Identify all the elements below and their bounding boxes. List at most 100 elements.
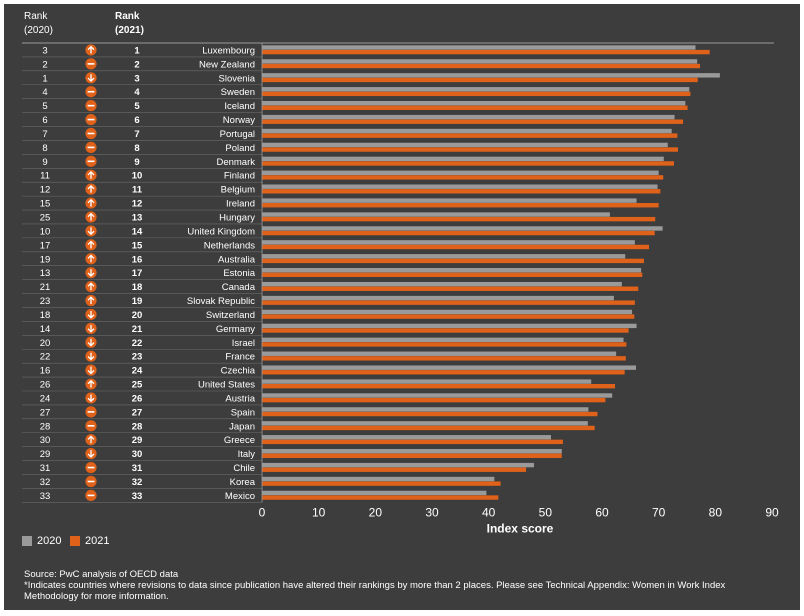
x-tick-label: 0 [259, 505, 266, 519]
rank-2020-cell: 28 [40, 421, 51, 432]
bar-2020 [262, 240, 635, 245]
bar-2020 [262, 73, 720, 78]
bar-2020 [262, 212, 610, 217]
bar-2021 [262, 453, 562, 458]
arrow-up-glyph [87, 184, 95, 193]
country-label: Austria [225, 393, 255, 404]
country-label: Australia [218, 254, 256, 265]
bar-2020 [262, 295, 614, 301]
bar-2020 [262, 421, 588, 426]
legend-label-2020: 2020 [37, 535, 62, 547]
rank-2021-cell: 21 [132, 324, 143, 335]
rank-2021-cell: 11 [132, 185, 143, 196]
x-tick-label: 60 [595, 505, 609, 519]
bar-2021 [262, 133, 678, 138]
country-label: Slovak Republic [187, 296, 255, 307]
rank-2020-cell: 6 [42, 115, 47, 126]
rank-2021-header-line1: Rank [115, 11, 140, 22]
country-label: Israel [232, 338, 255, 349]
x-tick-label: 10 [312, 505, 326, 519]
rank-2020-cell: 31 [40, 463, 51, 474]
country-label: France [225, 352, 255, 363]
bar-2021 [262, 244, 650, 250]
country-label: Japan [229, 421, 255, 432]
bar-2021 [262, 356, 626, 361]
arrow-down-glyph [87, 352, 95, 361]
bar-2020 [262, 379, 592, 384]
bar-2020 [262, 281, 622, 287]
rank-2021-cell: 12 [132, 199, 143, 210]
rank-2020-header-line2: (2020) [24, 25, 53, 36]
rank-2020-cell: 4 [42, 87, 47, 98]
bar-2020 [262, 323, 637, 329]
arrow-down-glyph [87, 227, 95, 236]
country-label: Iceland [224, 101, 255, 112]
rank-2021-cell: 17 [132, 268, 143, 279]
country-label: Belgium [221, 185, 255, 196]
bar-2020 [262, 337, 624, 343]
bar-2020 [262, 142, 668, 148]
rank-2021-header: Rank (2021) [115, 10, 144, 38]
arrow-up-glyph [87, 296, 95, 305]
rank-2021-cell: 20 [132, 310, 143, 321]
arrow-up-glyph [87, 198, 95, 207]
x-axis-title: Index score [487, 521, 554, 535]
bar-2020 [262, 184, 658, 189]
bar-2020 [262, 435, 551, 440]
rank-2021-cell: 26 [132, 393, 143, 404]
bar-2021 [262, 230, 655, 236]
rank-2021-cell: 31 [132, 463, 143, 474]
rank-2021-cell: 30 [132, 449, 143, 460]
country-label: Germany [216, 324, 255, 335]
arrow-up-glyph [87, 171, 95, 179]
rank-2021-cell: 27 [132, 407, 143, 418]
arrow-up-glyph [87, 45, 95, 54]
rank-2020-cell: 16 [40, 366, 51, 377]
rank-2021-cell: 6 [134, 115, 139, 126]
arrow-up-glyph [87, 435, 95, 444]
bar-2021 [262, 258, 644, 264]
country-label: Canada [222, 282, 256, 293]
bar-2020 [262, 114, 675, 120]
country-label: Finland [224, 171, 255, 182]
bar-2020 [262, 365, 636, 370]
arrow-up-glyph [87, 254, 95, 263]
country-label: Korea [230, 477, 256, 488]
bar-2020 [262, 254, 626, 259]
bar-2020 [262, 490, 487, 496]
rank-2021-header-line2: (2021) [115, 25, 144, 36]
country-label: Czechia [221, 366, 256, 377]
bar-2021 [262, 439, 563, 445]
country-label: Sweden [221, 87, 255, 98]
rank-2020-cell: 8 [42, 143, 47, 154]
arrow-up-glyph [87, 240, 95, 249]
country-label: New Zealand [199, 59, 255, 70]
bar-2020 [262, 100, 686, 106]
country-label: Switzerland [206, 310, 255, 321]
rank-2021-cell: 13 [132, 213, 143, 224]
country-label: United States [198, 380, 255, 391]
rank-2020-cell: 18 [40, 310, 51, 321]
rank-2020-cell: 11 [40, 171, 50, 182]
rank-2020-cell: 27 [40, 407, 51, 418]
bar-2021 [262, 63, 701, 69]
country-label: Mexico [225, 491, 255, 502]
rank-2020-cell: 21 [40, 282, 51, 293]
legend-label-2021: 2021 [85, 535, 110, 547]
bar-2021 [262, 411, 598, 417]
bar-2021 [262, 425, 595, 431]
rank-2021-cell: 19 [132, 296, 143, 307]
legend-item-2021: 2021 [70, 535, 109, 547]
rank-2021-cell: 33 [132, 491, 143, 502]
rank-2021-cell: 14 [132, 226, 143, 237]
arrow-up-glyph [87, 212, 95, 221]
rank-2021-cell: 28 [132, 421, 143, 432]
rank-2021-cell: 24 [132, 366, 143, 377]
country-label: Chile [233, 463, 255, 474]
bar-2021 [262, 216, 656, 222]
bar-2021 [262, 189, 661, 194]
arrow-down-glyph [87, 450, 95, 458]
bar-2020 [262, 268, 642, 273]
bar-2021 [262, 495, 499, 500]
bar-2021 [262, 91, 691, 97]
